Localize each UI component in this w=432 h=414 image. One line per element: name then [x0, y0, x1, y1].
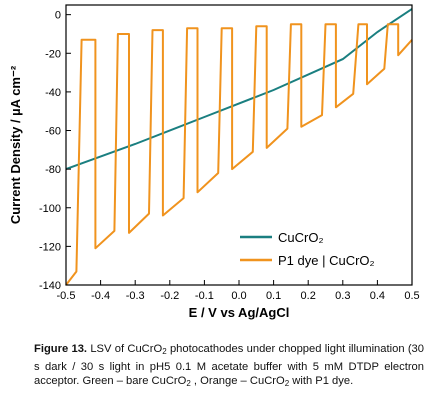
x-tick-label: -0.5	[57, 290, 76, 302]
y-tick-label: -20	[45, 48, 61, 60]
y-tick-label: -120	[39, 241, 61, 253]
x-tick-label: -0.2	[160, 290, 179, 302]
series-line-p1-dye	[65, 23, 413, 286]
x-axis-title: E / V vs Ag/AgCl	[189, 305, 290, 320]
figure-caption: Figure 13. LSV of CuCrO2 photocathodes u…	[34, 342, 424, 392]
x-tick-label: -0.4	[91, 290, 110, 302]
x-tick-label: 0.4	[370, 290, 385, 302]
y-tick-label: -40	[45, 87, 61, 99]
caption-sub-3: 2	[284, 379, 290, 388]
caption-text-4: with P1 dye.	[289, 375, 354, 387]
lsv-chart: -0.5 -0.4 -0.3 -0.2 -0.1 0.0 0.1 0.2 0.3 0.4 0.5 0 -…	[8, 4, 420, 320]
x-tick-label: 0.2	[301, 290, 316, 302]
caption-label: Figure 13.	[34, 343, 88, 355]
caption-text-2: photocathodes under chopped light illumi…	[34, 343, 425, 387]
y-tick-label: -60	[45, 126, 61, 138]
legend-label-p1-dye: P1 dye | CuCrO₂	[278, 253, 375, 268]
x-tick-label: 0.5	[404, 290, 419, 302]
caption-text-1: LSV of CuCrO	[87, 343, 163, 355]
legend-label-cucro2: CuCrO₂	[278, 230, 324, 245]
y-axis-title: Current Density / µA cm⁻²	[8, 65, 23, 224]
x-tick-label: 0.3	[335, 290, 350, 302]
x-tick-label: -0.3	[126, 290, 145, 302]
caption-sub-1: 2	[162, 347, 167, 356]
x-tick-label: 0.1	[266, 290, 281, 302]
y-tick-label: -80	[45, 164, 61, 176]
caption-sub-2: 2	[186, 379, 191, 388]
y-tick-label: -100	[39, 203, 61, 215]
y-tick-label: -140	[39, 280, 61, 292]
series-line-cucro2	[65, 8, 413, 171]
caption-text-3: , Orange – CuCrO	[190, 375, 285, 387]
x-tick-label: 0.0	[231, 290, 246, 302]
y-tick-label: 0	[55, 10, 61, 22]
x-tick-label: -0.1	[195, 290, 214, 302]
